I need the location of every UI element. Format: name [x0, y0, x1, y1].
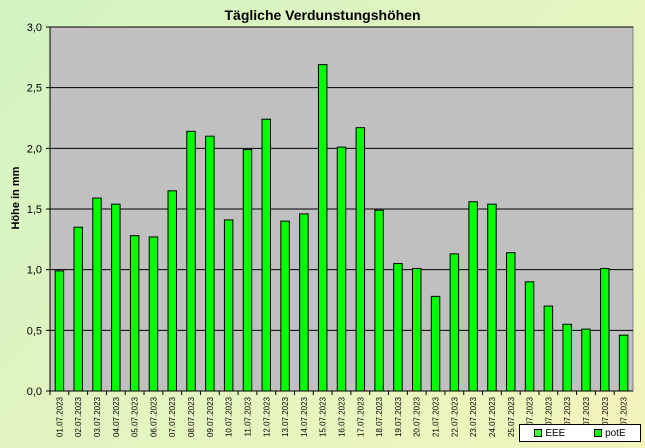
bar-potE	[148, 236, 159, 392]
bar-potE	[111, 203, 121, 392]
bar-potE	[581, 328, 591, 392]
bar-potE	[393, 263, 403, 392]
bar-potE	[280, 220, 290, 392]
x-tick-label: 01.07.2023	[55, 396, 64, 437]
bar-potE	[411, 267, 422, 392]
bar-potE	[167, 190, 177, 392]
x-tick-label: 17.07.2023	[356, 396, 365, 437]
bar-potE	[205, 135, 215, 392]
legend-item-pote: potE	[594, 428, 626, 439]
bar-potE	[430, 295, 441, 392]
x-tick-label: 24.07.2023	[488, 396, 497, 437]
x-tick-label: 15.07.2023	[319, 396, 328, 437]
x-tick-label: 14.07.2023	[300, 396, 309, 437]
bar-potE	[129, 235, 140, 392]
bar-potE	[186, 130, 196, 392]
x-tick-label: 09.07.2023	[206, 396, 215, 437]
x-tick-label: 03.07.2023	[93, 396, 102, 437]
x-tick-label: 28.07.2023	[563, 396, 572, 437]
y-tick-label: 2,0	[27, 143, 42, 155]
x-tick-label: 27.07.2023	[544, 396, 553, 437]
bar-potE	[355, 127, 366, 392]
bar-potE	[600, 267, 610, 392]
legend-item-eee: EEE	[534, 428, 565, 439]
chart-title: Tägliche Verdunstungshöhen	[224, 7, 421, 23]
bar-potE	[299, 213, 309, 392]
legend-swatch-pote	[594, 429, 603, 437]
x-tick-label: 18.07.2023	[375, 396, 384, 437]
bar-potE	[562, 323, 572, 392]
x-tick-label: 05.07.2023	[131, 396, 140, 437]
x-tick-label: 25.07.2023	[507, 396, 516, 437]
bar-potE	[317, 64, 328, 392]
x-tick-label: 29.07.2023	[582, 396, 591, 437]
x-tick-label: 21.07.2023	[432, 396, 441, 437]
x-tick-label: 10.07.2023	[225, 396, 234, 437]
bar-potE	[374, 209, 384, 392]
y-tick-label: 3,0	[27, 22, 42, 34]
x-tick-label: 11.07.2023	[243, 396, 252, 436]
y-tick-label: 0,5	[27, 325, 42, 337]
bar-potE	[73, 226, 83, 392]
x-tick-label: 23.07.2023	[469, 396, 478, 437]
bar-potE	[543, 305, 554, 392]
x-tick-label: 19.07.2023	[394, 396, 403, 437]
bar-potE	[261, 118, 272, 392]
bar-potE	[487, 203, 497, 392]
x-tick-label: 04.07.2023	[112, 396, 121, 437]
bar-potE	[524, 281, 535, 392]
bar-potE	[618, 334, 629, 392]
bar-potE	[336, 146, 347, 392]
x-tick-label: 08.07.2023	[187, 396, 196, 437]
legend-label-eee: EEE	[545, 427, 566, 439]
x-tick-label: 06.07.2023	[149, 396, 158, 437]
x-tick-label: 22.07.2023	[450, 396, 459, 437]
bar-potE	[506, 252, 516, 392]
bar-potE	[449, 253, 460, 392]
x-tick-label: 12.07.2023	[262, 396, 271, 437]
bar-potE	[468, 201, 478, 392]
x-tick-label: 20.07.2023	[413, 396, 422, 437]
x-tick-label: 02.07.2023	[74, 396, 83, 437]
bar-potE	[223, 219, 234, 392]
legend: EEE potE	[519, 424, 641, 442]
y-tick-label: 1,0	[27, 265, 42, 277]
x-tick-label: 26.07.2023	[526, 396, 535, 437]
x-tick-label: 30.07.2023	[601, 396, 610, 437]
y-tick-label: 0,0	[27, 386, 42, 398]
y-tick-label: 1,5	[27, 204, 42, 216]
legend-label-pote: potE	[605, 427, 626, 439]
legend-swatch-eee	[534, 429, 543, 437]
bar-potE	[54, 270, 65, 392]
y-tick-label: 2,5	[27, 83, 42, 95]
x-tick-label: 31.07.2023	[620, 396, 629, 437]
x-tick-label: 07.07.2023	[168, 396, 177, 437]
x-tick-label: 16.07.2023	[338, 396, 347, 437]
x-tick-label: 13.07.2023	[281, 396, 290, 437]
bar-potE	[92, 197, 102, 392]
bar-potE	[242, 149, 253, 392]
